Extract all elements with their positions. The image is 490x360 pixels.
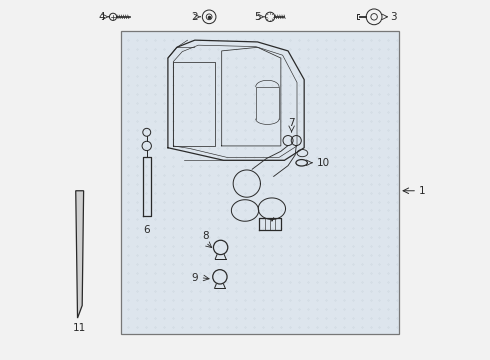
Bar	[122, 31, 399, 334]
Text: 11: 11	[73, 323, 86, 333]
Text: 5: 5	[254, 12, 261, 22]
Text: 10: 10	[317, 158, 330, 168]
Text: 6: 6	[144, 225, 150, 235]
Text: 9: 9	[192, 273, 198, 283]
Polygon shape	[76, 191, 84, 318]
Text: 1: 1	[419, 186, 425, 196]
Text: 8: 8	[202, 231, 209, 241]
Text: 3: 3	[390, 12, 397, 22]
Text: 4: 4	[98, 12, 105, 22]
Text: 2: 2	[191, 12, 197, 22]
Text: 7: 7	[288, 118, 295, 128]
